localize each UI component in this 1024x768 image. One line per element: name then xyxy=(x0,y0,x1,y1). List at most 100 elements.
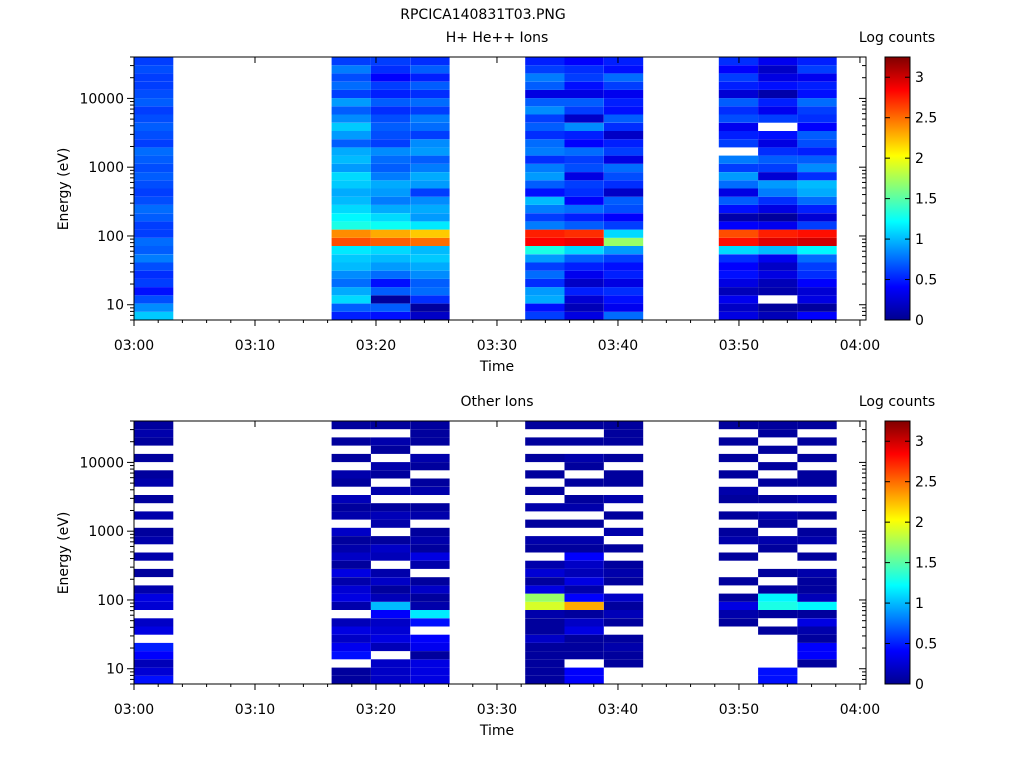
heatmap-cell xyxy=(718,73,759,82)
heatmap-cell xyxy=(410,544,450,553)
heatmap-cell xyxy=(134,295,174,304)
heatmap-cell xyxy=(718,65,759,74)
heatmap-cell xyxy=(525,536,565,545)
heatmap-cell xyxy=(797,106,837,115)
heatmap-cell xyxy=(370,131,411,140)
heatmap-cell xyxy=(410,196,450,205)
heatmap-cell xyxy=(758,429,798,438)
heatmap-cell xyxy=(603,122,644,131)
heatmap-cell xyxy=(564,495,604,504)
heatmap-cell xyxy=(525,65,565,74)
heatmap-cell xyxy=(797,163,837,172)
figure-title: RPCICA140831T03.PNG xyxy=(400,7,565,23)
heatmap-cell xyxy=(410,311,450,320)
heatmap-cell xyxy=(603,303,644,312)
heatmap-cell xyxy=(331,470,371,479)
heatmap-cell xyxy=(758,254,798,263)
heatmap-cell xyxy=(370,445,411,454)
heatmap-cell xyxy=(525,122,565,131)
heatmap-cell xyxy=(410,229,450,238)
heatmap-cell xyxy=(758,139,798,148)
heatmap-cell xyxy=(564,237,604,246)
heatmap-cell xyxy=(370,601,411,610)
heatmap-cell xyxy=(758,495,798,504)
heatmap-cell xyxy=(564,65,604,74)
heatmap-cell xyxy=(603,204,644,214)
heatmap-cell xyxy=(718,495,759,504)
heatmap-cell xyxy=(797,81,837,90)
heatmap-cell xyxy=(603,651,644,660)
heatmap-cell xyxy=(410,421,450,430)
heatmap-cell xyxy=(370,89,411,99)
heatmap-cell xyxy=(525,626,565,635)
colorbar-tick-label: 2.5 xyxy=(915,475,937,491)
heatmap-cell xyxy=(797,89,837,99)
heatmap-cell xyxy=(410,453,450,463)
heatmap-cell xyxy=(603,437,644,446)
x-tick-label: 03:10 xyxy=(235,702,275,718)
heatmap-cell xyxy=(370,196,411,205)
heatmap-cell xyxy=(758,147,798,156)
heatmap-cell xyxy=(797,527,837,536)
heatmap-cell xyxy=(603,634,644,643)
heatmap-cell xyxy=(331,303,371,312)
heatmap-cell xyxy=(718,453,759,463)
heatmap-cell xyxy=(797,213,837,222)
heatmap-cell xyxy=(331,651,371,660)
heatmap-cell xyxy=(564,196,604,205)
heatmap-cell xyxy=(797,610,837,619)
heatmap-cell xyxy=(758,610,798,619)
heatmap-cell xyxy=(758,262,798,271)
heatmap-cell xyxy=(331,155,371,164)
heatmap-cell xyxy=(525,675,565,684)
heatmap-cell xyxy=(331,254,371,263)
heatmap-cell xyxy=(718,511,759,520)
heatmap-cell xyxy=(797,585,837,594)
heatmap-cell xyxy=(797,634,837,643)
heatmap-cell xyxy=(797,246,837,255)
heatmap-cell xyxy=(564,188,604,197)
heatmap-cell xyxy=(331,172,371,181)
heatmap-cell xyxy=(797,511,837,520)
heatmap-cell xyxy=(331,295,371,304)
y-axis: 10 100 1000 10000 xyxy=(79,56,866,321)
heatmap-cell xyxy=(331,270,371,279)
heatmap-cell xyxy=(758,204,798,214)
heatmap-cell xyxy=(564,246,604,255)
heatmap-cell xyxy=(525,57,565,66)
heatmap-cell xyxy=(718,254,759,263)
heatmap-cell xyxy=(134,470,174,479)
heatmap-cell xyxy=(134,287,174,296)
heatmap-cell xyxy=(370,270,411,279)
heatmap-cell xyxy=(134,237,174,246)
heatmap-cell xyxy=(758,626,798,635)
heatmap-cell xyxy=(370,421,411,430)
heatmap-cell xyxy=(410,527,450,536)
heatmap-cell xyxy=(525,237,565,246)
heatmap-cell xyxy=(564,453,604,463)
heatmap-cell xyxy=(758,270,798,279)
heatmap-cell xyxy=(797,453,837,463)
heatmap-cell xyxy=(603,131,644,140)
heatmap-cell xyxy=(525,303,565,312)
colorbar-ticks: 0 0.5 1 1.5 2 2.5 3 xyxy=(885,70,937,329)
heatmap-cell xyxy=(370,470,411,479)
heatmap-cell xyxy=(134,659,174,668)
heatmap-cell xyxy=(603,610,644,619)
heatmap-cell xyxy=(525,155,565,164)
heatmap-cell xyxy=(331,204,371,214)
heatmap-cell xyxy=(331,544,371,553)
heatmap-cell xyxy=(797,196,837,205)
colorbar-ticks: 0 0.5 1 1.5 2 2.5 3 xyxy=(885,434,937,693)
heatmap-cell xyxy=(603,246,644,255)
heatmap-cell xyxy=(370,147,411,156)
heatmap-cell xyxy=(797,495,837,504)
heatmap-cell xyxy=(758,229,798,238)
heatmap-cell xyxy=(370,65,411,74)
heatmap-cell xyxy=(718,552,759,561)
heatmap-cell xyxy=(370,213,411,222)
heatmap-cell xyxy=(410,114,450,123)
heatmap-cell xyxy=(797,278,837,288)
heatmap-cell xyxy=(797,651,837,660)
